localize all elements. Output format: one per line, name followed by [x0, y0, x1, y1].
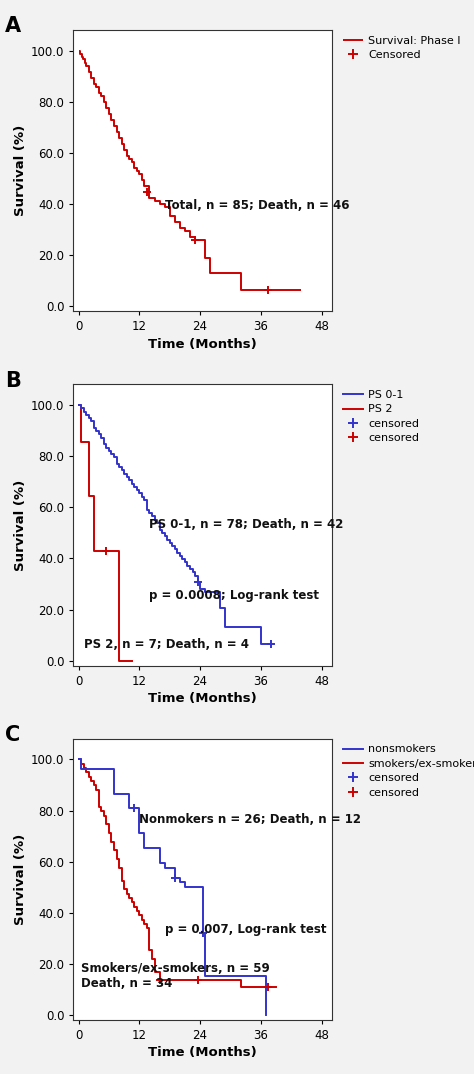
Y-axis label: Survival (%): Survival (%) — [14, 126, 27, 216]
Text: Total, n = 85; Death, n = 46: Total, n = 85; Death, n = 46 — [164, 199, 349, 213]
Y-axis label: Survival (%): Survival (%) — [14, 834, 27, 925]
Text: PS 0-1, n = 78; Death, n = 42: PS 0-1, n = 78; Death, n = 42 — [149, 518, 344, 531]
Text: PS 2, n = 7; Death, n = 4: PS 2, n = 7; Death, n = 4 — [83, 638, 248, 651]
Text: Nonmokers n = 26; Death, n = 12: Nonmokers n = 26; Death, n = 12 — [139, 813, 361, 826]
Text: A: A — [5, 16, 21, 37]
Text: Smokers/ex-smokers, n = 59
Death, n = 34: Smokers/ex-smokers, n = 59 Death, n = 34 — [81, 962, 270, 990]
Legend: Survival: Phase I, Censored: Survival: Phase I, Censored — [343, 35, 461, 60]
Y-axis label: Survival (%): Survival (%) — [14, 480, 27, 570]
X-axis label: Time (Months): Time (Months) — [148, 1046, 257, 1059]
Legend: PS 0-1, PS 2, censored, censored: PS 0-1, PS 2, censored, censored — [343, 390, 419, 444]
X-axis label: Time (Months): Time (Months) — [148, 337, 257, 350]
X-axis label: Time (Months): Time (Months) — [148, 692, 257, 705]
Text: C: C — [5, 725, 20, 745]
Legend: nonsmokers, smokers/ex-smokers, censored, censored: nonsmokers, smokers/ex-smokers, censored… — [343, 744, 474, 798]
Text: p = 0.0008; Log-rank test: p = 0.0008; Log-rank test — [149, 590, 319, 603]
Text: p = 0.007, Log-rank test: p = 0.007, Log-rank test — [164, 924, 326, 937]
Text: B: B — [5, 371, 20, 391]
